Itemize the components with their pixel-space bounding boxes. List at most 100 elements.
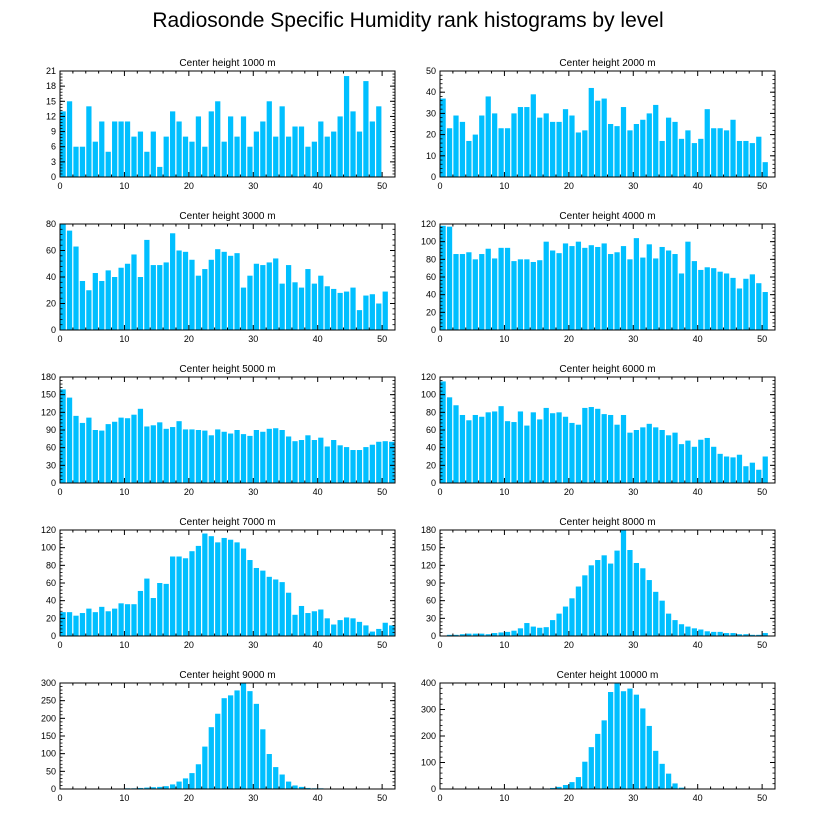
histogram-bar [73,246,79,330]
y-tick-label: 60 [46,246,56,256]
y-tick-label: 20 [426,307,436,317]
histogram-bar [279,283,285,331]
y-tick-label: 50 [46,766,56,776]
histogram-bar [318,121,324,177]
histogram-bar [376,303,382,330]
y-tick-label: 0 [431,325,436,335]
histogram-bar [653,591,659,636]
histogram-bar [131,604,137,636]
histogram-bar [736,454,743,483]
histogram-bar [240,116,247,177]
histogram-bar [195,545,202,636]
histogram-bar [202,430,208,483]
histogram-bar [343,76,350,177]
histogram-bar [228,433,234,483]
histogram-bar [376,441,382,483]
histogram-bar [157,166,163,177]
histogram-bar [60,612,66,636]
histogram-bar [620,246,627,330]
histogram-bar [550,413,556,483]
histogram-bar [588,245,594,330]
histogram-bar [137,408,144,483]
histogram-bar [736,634,743,636]
histogram-bar [646,580,652,636]
y-tick-label: 200 [421,731,436,741]
histogram-bar [163,262,169,330]
histogram-bar [331,288,337,330]
histogram-bar [66,397,73,483]
panel-title: Center height 3000 m [179,211,275,222]
y-tick-label: 3 [51,157,56,167]
histogram-bar [685,440,691,483]
histogram-bar [324,618,330,636]
histogram-bar [131,414,137,483]
histogram-panel-1: Center height 1000 m 0 10 20 30 40 50 0 3 6 9 12 15 1… [46,58,396,191]
histogram-bar [736,288,743,330]
histogram-bar [163,786,169,789]
y-tick-label: 120 [41,407,56,417]
histogram-bar [266,101,272,177]
histogram-bar [176,556,182,636]
x-tick-label: 50 [757,181,767,191]
histogram-bar [189,259,195,330]
histogram-bar [182,136,189,177]
histogram-bar [530,626,536,636]
histogram-bar [124,263,131,330]
y-tick-label: 80 [426,254,436,264]
x-tick-label: 20 [184,334,194,344]
histogram-bar [66,612,73,636]
histogram-bar [711,631,717,636]
histogram-bar [215,542,221,636]
histogram-bar [704,109,710,177]
histogram-bar [511,630,517,636]
histogram-bar [389,441,395,483]
histogram-bar [466,633,472,636]
histogram-bar [537,117,543,177]
x-tick-label: 0 [437,640,442,650]
histogram-panel-7: Center height 7000 m 0 10 20 30 40 50 0 20 40 60 80… [41,517,396,650]
histogram-bar [588,747,594,789]
histogram-bar [511,113,517,177]
histogram-bar [556,613,562,636]
histogram-bar [517,411,524,483]
histogram-bar [575,132,582,177]
histogram-bar [208,111,214,177]
histogram-bar [137,131,144,177]
y-tick-label: 20 [46,299,56,309]
histogram-bar [79,613,86,636]
y-tick-label: 300 [41,678,56,688]
histogram-panel-4: Center height 4000 m 0 10 20 30 40 50 0 20 40 60 80… [421,211,776,344]
histogram-bar [569,782,575,789]
histogram-bar [588,565,594,636]
histogram-bar [311,611,317,636]
histogram-bar [112,421,118,483]
histogram-bar [112,121,118,177]
histogram-bar [266,428,272,483]
histogram-bar [150,425,156,483]
histogram-bar [582,247,588,330]
histogram-bar [221,431,227,483]
histogram-bar [595,408,601,483]
histogram-bar [575,424,582,483]
histogram-bar [234,430,240,483]
histogram-bar [762,292,768,330]
histogram-bar [182,251,189,330]
histogram-bar [176,250,182,330]
histogram-bar [73,615,79,636]
histogram-bar [369,444,375,483]
histogram-bar [453,634,459,636]
histogram-bar [614,424,620,483]
histogram-bar [646,244,652,330]
histogram-panel-5: Center height 5000 m 0 10 20 30 40 50 0 30 60 90 12… [41,364,396,497]
histogram-bar [318,609,324,636]
histogram-bar [562,416,569,483]
histogram-bar [318,275,324,330]
histogram-bar [292,126,298,177]
y-tick-label: 30 [46,460,56,470]
y-tick-label: 400 [421,678,436,688]
histogram-bar [247,146,253,177]
histogram-bar [646,725,652,789]
histogram-bar [285,136,292,177]
histogram-bar [311,141,317,177]
histogram-bar [459,121,466,177]
